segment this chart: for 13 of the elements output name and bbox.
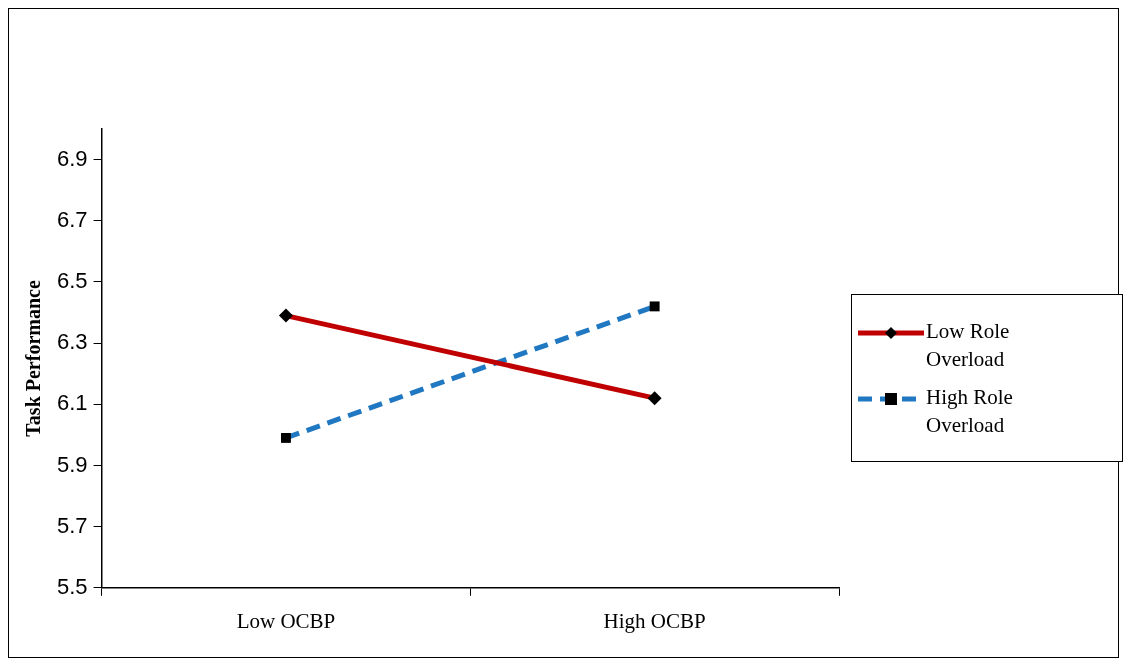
x-tick-label: Low OCBP: [236, 608, 336, 633]
y-tick-label: 6.1: [56, 390, 88, 416]
y-tick-label: 5.5: [56, 573, 88, 599]
legend-label: High Role Overload: [926, 384, 1014, 439]
y-tick-label: 6.7: [56, 206, 88, 232]
y-tick-label: 6.5: [56, 268, 88, 293]
y-tick-label: 6.3: [56, 329, 88, 355]
y-tick-label: 6.9: [56, 145, 88, 171]
y-axis-title: Task Performance: [22, 280, 45, 437]
y-tick-label: 5.9: [56, 451, 88, 477]
x-tick-label: High OCBP: [603, 608, 706, 633]
y-tick-label: 5.7: [56, 512, 88, 538]
legend-label: Low Role Overload: [926, 318, 1011, 373]
